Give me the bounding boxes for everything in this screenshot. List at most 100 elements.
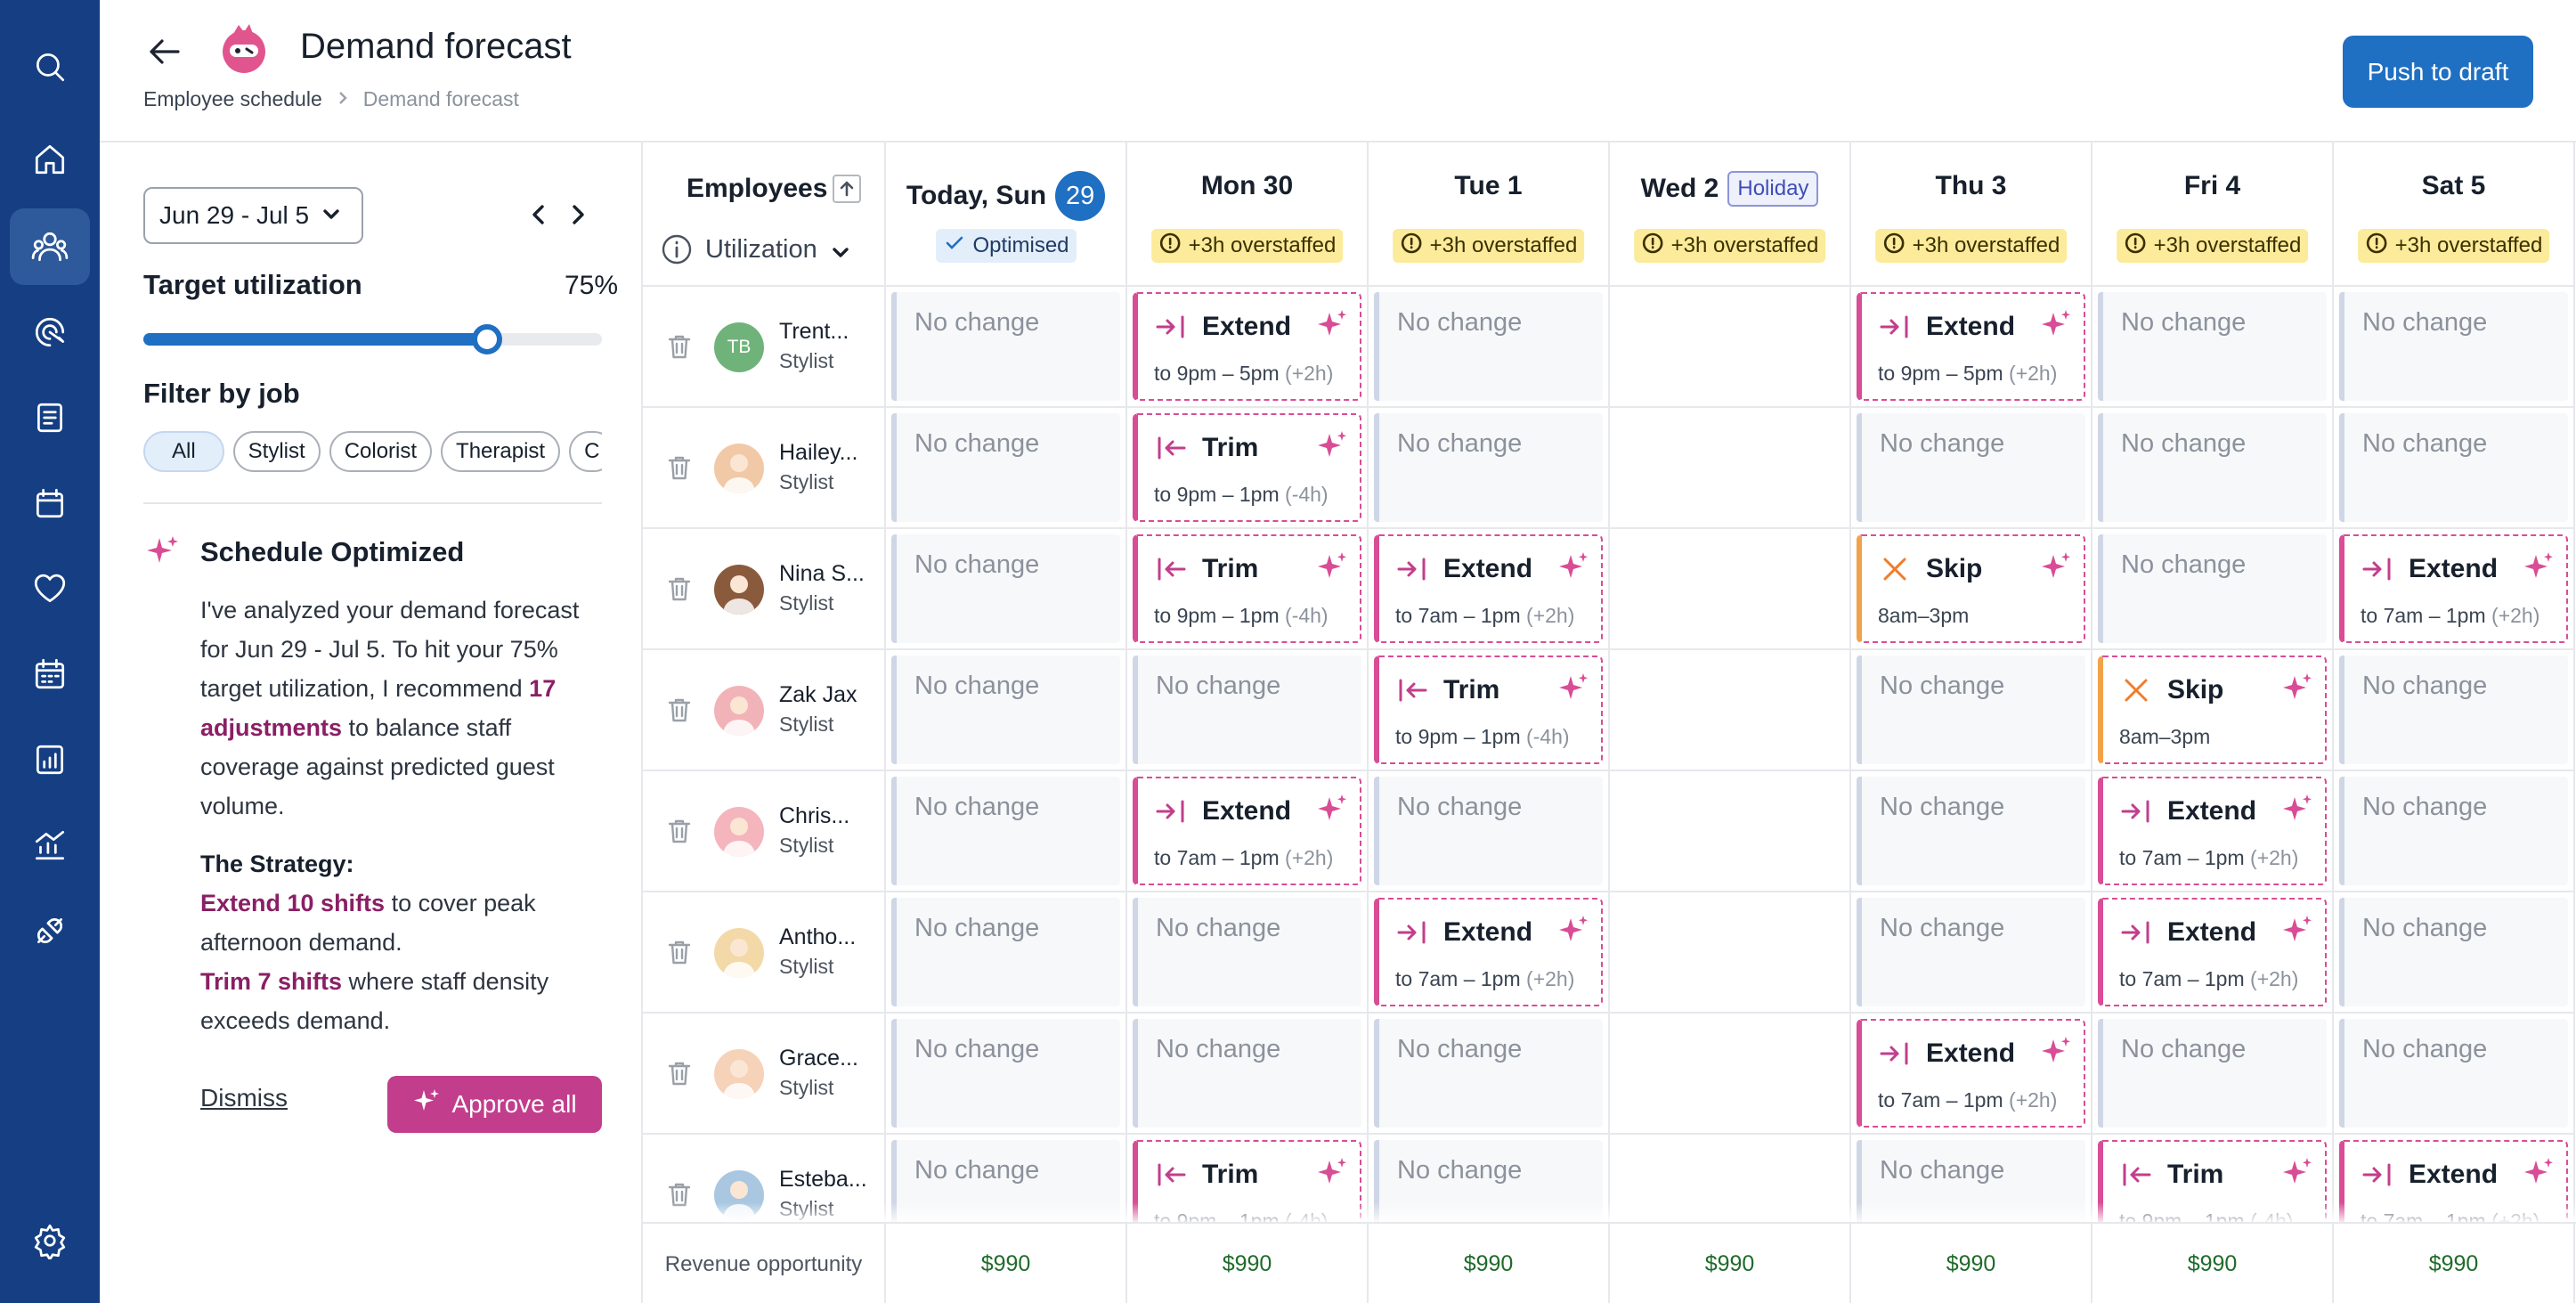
no-change-cell[interactable]: No change [2339, 656, 2568, 764]
employee-name[interactable]: Chris... [779, 803, 850, 828]
no-change-cell[interactable]: No change [1857, 898, 2085, 1006]
no-change-cell[interactable]: No change [1133, 898, 1361, 1006]
employee-name[interactable]: Zak Jax [779, 682, 857, 707]
date-range-select[interactable]: Jun 29 - Jul 5 [143, 187, 363, 244]
no-change-label: No change [2362, 429, 2488, 458]
no-change-cell[interactable]: No change [1857, 656, 2085, 764]
no-change-cell[interactable]: No change [891, 292, 1120, 401]
no-change-cell[interactable]: No change [1374, 413, 1603, 522]
extend-arrow-icon [2361, 1158, 2394, 1192]
push-to-draft-button[interactable]: Push to draft [2343, 36, 2533, 108]
extend-suggestion-card[interactable]: Extend to 7am – 1pm (+2h) [2098, 777, 2327, 885]
integrations-icon[interactable] [10, 892, 90, 969]
extend-suggestion-card[interactable]: Extend to 7am – 1pm (+2h) [2339, 534, 2568, 643]
no-change-cell[interactable]: No change [2098, 413, 2327, 522]
employee-name[interactable]: Grace... [779, 1046, 858, 1071]
target-utilization-slider[interactable] [143, 324, 602, 354]
schedule-cell [1610, 650, 1851, 771]
search-icon[interactable] [10, 29, 90, 105]
sort-arrow-icon[interactable] [833, 175, 861, 203]
extend-suggestion-card[interactable]: Extend to 7am – 1pm (+2h) [1857, 1019, 2085, 1128]
filter-chip-all[interactable]: All [143, 431, 224, 472]
shift-delta: (+2h) [1285, 846, 1334, 869]
skip-suggestion-card[interactable]: Skip 8am–3pm [1857, 534, 2085, 643]
employee-role: Stylist [779, 470, 834, 493]
employee-name[interactable]: Hailey... [779, 440, 858, 465]
utilization-dropdown[interactable]: Utilization [705, 235, 817, 264]
next-week-button[interactable] [565, 201, 595, 232]
calendar-box-icon[interactable] [10, 465, 90, 542]
no-change-cell[interactable]: No change [1857, 777, 2085, 885]
heart-icon[interactable] [10, 550, 90, 627]
no-change-cell[interactable]: No change [891, 898, 1120, 1006]
trash-icon[interactable] [664, 574, 695, 604]
trim-suggestion-card[interactable]: Trim to 9pm – 1pm (-4h) [1133, 534, 1361, 643]
shift-delta: (+2h) [1285, 362, 1334, 385]
no-change-cell[interactable]: No change [1133, 656, 1361, 764]
trash-icon[interactable] [664, 1058, 695, 1088]
employee-name[interactable]: Trent... [779, 319, 849, 344]
schedule-cell: Extend to 7am – 1pm (+2h) [1369, 529, 1610, 650]
info-icon[interactable] [661, 233, 693, 265]
trash-icon[interactable] [664, 695, 695, 725]
shift-delta: (-4h) [1526, 725, 1570, 748]
shift-time-text: to 7am – 1pm [2119, 967, 2245, 990]
skip-suggestion-card[interactable]: Skip 8am–3pm [2098, 656, 2327, 764]
extend-suggestion-card[interactable]: Extend to 9pm – 5pm (+2h) [1857, 292, 2085, 401]
slider-thumb[interactable] [472, 324, 503, 354]
no-change-cell[interactable]: No change [891, 777, 1120, 885]
no-change-cell[interactable]: No change [2339, 292, 2568, 401]
no-change-cell[interactable]: No change [891, 656, 1120, 764]
no-change-cell[interactable]: No change [891, 534, 1120, 643]
employee-name[interactable]: Nina S... [779, 561, 865, 586]
extend-suggestion-card[interactable]: Extend to 7am – 1pm (+2h) [1133, 777, 1361, 885]
dismiss-link[interactable]: Dismiss [200, 1084, 288, 1112]
calendar-icon[interactable] [10, 636, 90, 713]
trim-suggestion-card[interactable]: Trim to 9pm – 1pm (-4h) [1374, 656, 1603, 764]
no-change-cell[interactable]: No change [2098, 292, 2327, 401]
no-change-cell[interactable]: No change [2339, 413, 2568, 522]
no-change-cell[interactable]: No change [891, 413, 1120, 522]
extend-count: Extend 10 shifts [200, 890, 386, 916]
extend-suggestion-card[interactable]: Extend to 7am – 1pm (+2h) [2098, 898, 2327, 1006]
back-arrow-icon[interactable] [144, 32, 183, 71]
trash-icon[interactable] [664, 331, 695, 362]
no-change-cell[interactable]: No change [2098, 1019, 2327, 1128]
filter-chip-colorist[interactable]: Colorist [329, 431, 433, 472]
no-change-cell[interactable]: No change [2339, 1019, 2568, 1128]
no-change-cell[interactable]: No change [1374, 292, 1603, 401]
filter-chip-c[interactable]: C [569, 431, 602, 472]
clipboard-icon[interactable] [10, 379, 90, 456]
no-change-cell[interactable]: No change [1374, 1019, 1603, 1128]
extend-suggestion-card[interactable]: Extend to 7am – 1pm (+2h) [1374, 898, 1603, 1006]
previous-week-button[interactable] [525, 201, 556, 232]
people-icon[interactable] [10, 208, 90, 285]
no-change-cell[interactable]: No change [2098, 534, 2327, 643]
no-change-cell[interactable]: No change [891, 1019, 1120, 1128]
divider [143, 502, 602, 504]
no-change-cell[interactable]: No change [1133, 1019, 1361, 1128]
schedule-cell: No change [1369, 1014, 1610, 1135]
filter-chip-therapist[interactable]: Therapist [441, 431, 561, 472]
reports-icon[interactable] [10, 721, 90, 798]
settings-icon[interactable] [10, 1202, 90, 1279]
extend-suggestion-card[interactable]: Extend to 7am – 1pm (+2h) [1374, 534, 1603, 643]
trash-icon[interactable] [664, 452, 695, 483]
employee-name[interactable]: Antho... [779, 924, 857, 949]
approve-all-button[interactable]: Approve all [387, 1076, 602, 1133]
employee-name[interactable]: Esteba... [779, 1167, 867, 1192]
no-change-cell[interactable]: No change [1857, 413, 2085, 522]
no-change-cell[interactable]: No change [2339, 777, 2568, 885]
filter-chip-stylist[interactable]: Stylist [232, 431, 321, 472]
trim-suggestion-card[interactable]: Trim to 9pm – 1pm (-4h) [1133, 413, 1361, 522]
no-change-cell[interactable]: No change [1374, 777, 1603, 885]
no-change-label: No change [1880, 914, 2005, 942]
extend-suggestion-card[interactable]: Extend to 9pm – 5pm (+2h) [1133, 292, 1361, 401]
home-icon[interactable] [10, 121, 90, 198]
no-change-cell[interactable]: No change [2339, 898, 2568, 1006]
target-icon[interactable] [10, 294, 90, 371]
analytics-icon[interactable] [10, 807, 90, 884]
breadcrumb-employee-schedule[interactable]: Employee schedule [143, 87, 322, 110]
trash-icon[interactable] [664, 816, 695, 846]
trash-icon[interactable] [664, 937, 695, 967]
